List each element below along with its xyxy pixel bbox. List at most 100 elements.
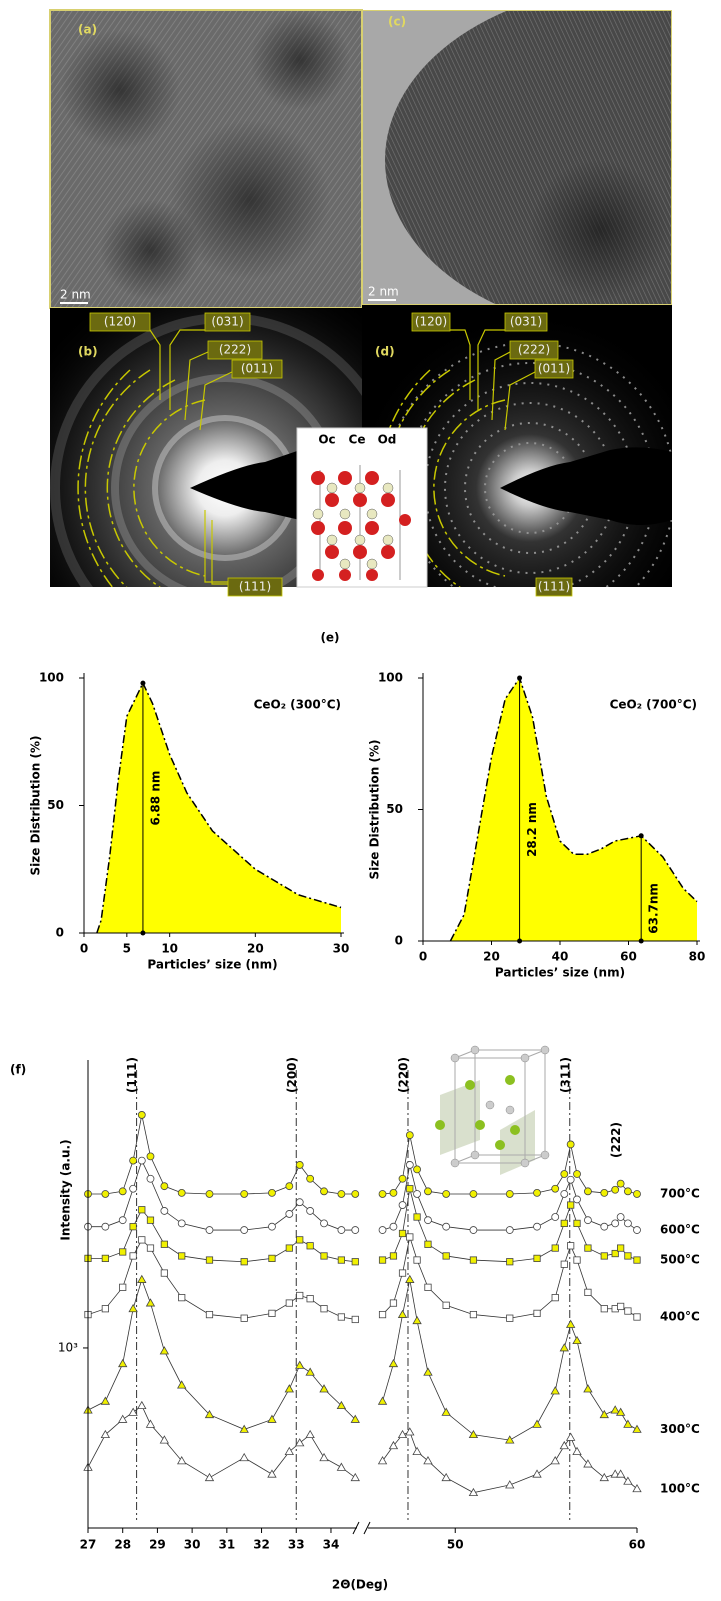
marker — [130, 1223, 136, 1229]
tem-image-c — [362, 0, 721, 335]
marker — [624, 1420, 632, 1427]
marker — [633, 1485, 641, 1492]
x-tick-label: 31 — [218, 1538, 235, 1552]
marker — [390, 1253, 396, 1259]
marker — [414, 1214, 420, 1220]
y-tick-label: 0 — [56, 926, 64, 940]
plane-label: (031) — [211, 315, 243, 329]
marker — [574, 1220, 580, 1226]
marker — [406, 1276, 414, 1283]
marker — [443, 1190, 450, 1197]
marker — [552, 1214, 559, 1221]
x-tick-label: 29 — [149, 1538, 166, 1552]
marker — [286, 1210, 293, 1217]
marker — [352, 1190, 359, 1197]
peak-label: (111) — [125, 1057, 139, 1093]
marker — [178, 1220, 185, 1227]
marker — [138, 1157, 145, 1164]
marker — [129, 1305, 137, 1312]
marker — [338, 1314, 344, 1320]
x-axis-label: Particles’ size (nm) — [147, 958, 277, 972]
marker — [240, 1454, 248, 1461]
marker — [470, 1190, 477, 1197]
marker — [379, 1227, 386, 1234]
plane-label: (222) — [518, 343, 550, 357]
x-axis-label: Particles’ size (nm) — [495, 966, 625, 980]
marker — [406, 1161, 413, 1168]
x-tick-label: 20 — [483, 950, 500, 964]
plane-label: (222) — [219, 343, 251, 357]
annotation: 63.7nm — [647, 883, 661, 934]
marker — [296, 1361, 304, 1368]
annotation: 28.2 nm — [525, 802, 539, 857]
marker — [634, 1314, 640, 1320]
peak-dot — [517, 676, 522, 681]
marker — [102, 1255, 108, 1261]
marker — [389, 1360, 397, 1367]
x-tick-label: 10 — [161, 942, 178, 956]
marker — [338, 1190, 345, 1197]
x-tick-label: 30 — [333, 942, 350, 956]
marker — [119, 1360, 127, 1367]
tem-image-a — [50, 10, 362, 308]
marker — [241, 1315, 247, 1321]
legend-label: 400°C — [660, 1309, 700, 1323]
y-tick-label: 100 — [378, 671, 403, 685]
marker — [624, 1188, 631, 1195]
legend-label: 700°C — [660, 1186, 700, 1200]
plane-label: (011) — [538, 362, 570, 376]
marker — [551, 1387, 559, 1394]
y-tick-label: 50 — [47, 798, 64, 812]
marker — [584, 1217, 591, 1224]
series-line — [88, 1210, 355, 1262]
crystal-label: Oc — [318, 433, 335, 447]
marker — [507, 1259, 513, 1265]
marker — [240, 1425, 248, 1432]
marker — [379, 1257, 385, 1263]
x-tick-label: 27 — [80, 1538, 97, 1552]
marker — [407, 1234, 413, 1240]
marker — [147, 1153, 154, 1160]
marker — [146, 1299, 154, 1306]
marker — [506, 1190, 513, 1197]
marker — [399, 1230, 405, 1236]
marker — [399, 1311, 407, 1318]
marker — [443, 1302, 449, 1308]
marker — [307, 1296, 313, 1302]
marker — [584, 1385, 592, 1392]
marker — [561, 1261, 567, 1267]
marker — [351, 1474, 359, 1481]
marker — [414, 1190, 421, 1197]
marker — [442, 1408, 450, 1415]
marker — [601, 1253, 607, 1259]
plane-label: (111) — [538, 580, 570, 594]
marker — [399, 1175, 406, 1182]
marker — [178, 1381, 186, 1388]
marker — [601, 1223, 608, 1230]
peak-dot — [140, 681, 145, 686]
marker — [268, 1415, 276, 1422]
marker — [634, 1190, 641, 1197]
marker — [617, 1214, 624, 1221]
marker — [161, 1270, 167, 1276]
marker — [425, 1284, 431, 1290]
panel-label: (a) — [78, 23, 97, 37]
marker — [379, 1311, 385, 1317]
marker — [585, 1245, 591, 1251]
marker — [337, 1463, 345, 1470]
marker — [552, 1294, 558, 1300]
marker — [625, 1253, 631, 1259]
marker — [561, 1220, 567, 1226]
crystal-label: Od — [378, 433, 397, 447]
series-line — [88, 1406, 355, 1478]
marker — [119, 1188, 126, 1195]
marker — [533, 1470, 541, 1477]
scale-label: 2 nm — [60, 288, 91, 302]
marker — [507, 1315, 513, 1321]
panel-label: (c) — [388, 15, 406, 29]
marker — [390, 1300, 396, 1306]
series-line — [88, 1161, 355, 1230]
marker — [130, 1253, 136, 1259]
marker — [567, 1243, 573, 1249]
marker — [102, 1190, 109, 1197]
